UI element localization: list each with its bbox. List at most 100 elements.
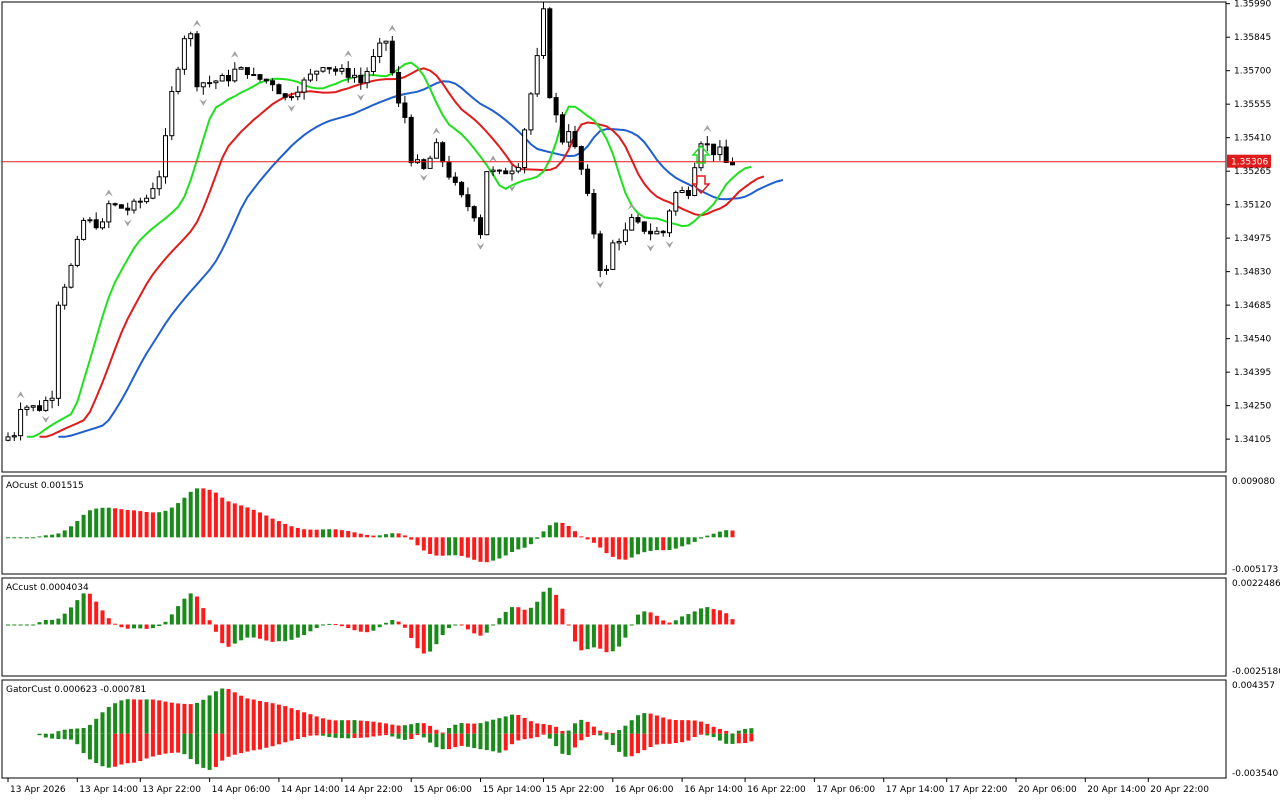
x-tick-label: 17 Apr 06:00: [816, 785, 875, 795]
ao-bar: [585, 537, 590, 540]
ao-bar: [358, 533, 363, 538]
gator-upper-bar: [220, 688, 225, 734]
candle: [484, 171, 490, 236]
candle: [421, 158, 427, 170]
ao-bar: [428, 537, 433, 554]
ao-min-label: -0.005173: [1232, 565, 1278, 575]
gator-upper-bar: [453, 724, 458, 734]
candle: [18, 402, 24, 441]
gator-lower-bar: [516, 733, 521, 741]
ac-bar: [673, 620, 678, 625]
x-tick-label: 15 Apr 22:00: [546, 785, 605, 795]
ac-bar: [81, 593, 86, 625]
ao-bar: [453, 537, 458, 556]
candle: [610, 239, 616, 271]
gator-min-label: -0.003540: [1232, 769, 1278, 779]
ao-bar: [371, 535, 376, 538]
candle: [188, 31, 194, 47]
candle: [49, 390, 55, 409]
gator-upper-bar: [232, 692, 237, 734]
ao-bar: [226, 501, 231, 538]
main-panel-frame: [1, 1, 1227, 473]
ac-bar: [50, 619, 55, 625]
ac-bar: [176, 606, 181, 625]
ao-bar: [409, 537, 414, 540]
candle: [364, 67, 370, 89]
ac-bar: [503, 611, 508, 625]
ao-bar: [724, 530, 729, 538]
ao-bar: [125, 510, 130, 538]
gator-lower-bar: [661, 733, 666, 744]
ao-bar: [207, 489, 212, 538]
ao-bar: [352, 532, 357, 538]
x-tick-label: 16 Apr 22:00: [747, 785, 806, 795]
fractal-down-marker: [596, 281, 605, 289]
candle: [459, 180, 465, 198]
main-price-panel[interactable]: 1.35306: [2, 0, 1271, 442]
gator-histogram-panel[interactable]: [37, 688, 754, 770]
gator-upper-bar: [654, 715, 659, 734]
gator-lower-bar: [239, 733, 244, 754]
ao-bar: [465, 537, 470, 558]
candle: [81, 217, 87, 241]
gator-upper-bar: [440, 732, 445, 734]
ac-bar: [333, 624, 338, 626]
gator-upper-bar: [56, 731, 61, 734]
gator-lower-bar: [428, 733, 433, 743]
candle: [522, 127, 528, 174]
gator-lower-bar: [176, 733, 181, 753]
candle: [622, 222, 628, 246]
ao-bar: [636, 537, 640, 555]
ac-bar: [547, 587, 552, 625]
candle: [635, 214, 641, 224]
candle: [333, 65, 339, 76]
gator-max-label: 0.004357: [1232, 681, 1275, 691]
signal-down-arrow: [691, 175, 711, 195]
y-tick-label: 1.35120: [1234, 201, 1271, 211]
candle: [465, 187, 471, 212]
ao-bar: [138, 511, 143, 538]
candle: [704, 136, 710, 152]
fractal-down-marker: [199, 98, 208, 106]
gator-upper-bar: [724, 730, 729, 734]
fractal-up-marker: [193, 19, 201, 27]
ac-bar: [560, 608, 565, 625]
ac-bar: [132, 624, 136, 629]
gator-upper-bar: [276, 704, 281, 734]
ao-label: AOcust 0.001515: [6, 481, 84, 491]
ac-bar: [535, 601, 540, 625]
ac-histogram-panel[interactable]: [6, 587, 735, 654]
candle: [370, 49, 376, 76]
gator-lower-bar: [478, 733, 483, 750]
candle: [112, 202, 118, 207]
ac-bar: [163, 621, 168, 625]
gator-upper-bar: [289, 708, 294, 734]
fractal-up-marker: [344, 50, 353, 58]
ao-bar: [730, 530, 735, 538]
candle: [515, 163, 521, 174]
ac-bar: [510, 607, 514, 625]
ao-bar: [535, 537, 540, 539]
gator-upper-bar: [465, 723, 470, 734]
gator-lower-bar: [459, 733, 464, 746]
ac-bar: [302, 624, 307, 636]
ac-bar: [12, 624, 17, 626]
ao-histogram-panel[interactable]: [6, 488, 735, 563]
ao-panel-frame: [1, 475, 1227, 575]
gator-lower-bar: [547, 733, 552, 739]
ac-bar: [201, 608, 206, 625]
candle: [181, 35, 187, 75]
candle: [43, 396, 49, 412]
gator-upper-bar: [472, 723, 477, 734]
fractal-up-marker: [16, 391, 25, 399]
candle: [320, 67, 326, 73]
ac-bar: [623, 624, 628, 638]
gator-upper-bar: [195, 702, 199, 734]
gator-upper-bar: [201, 699, 206, 734]
ac-bar: [554, 594, 559, 625]
gator-lower-bar: [346, 733, 351, 739]
ac-bar: [157, 624, 162, 627]
gator-lower-bar: [213, 733, 218, 768]
ao-bar: [106, 507, 111, 538]
